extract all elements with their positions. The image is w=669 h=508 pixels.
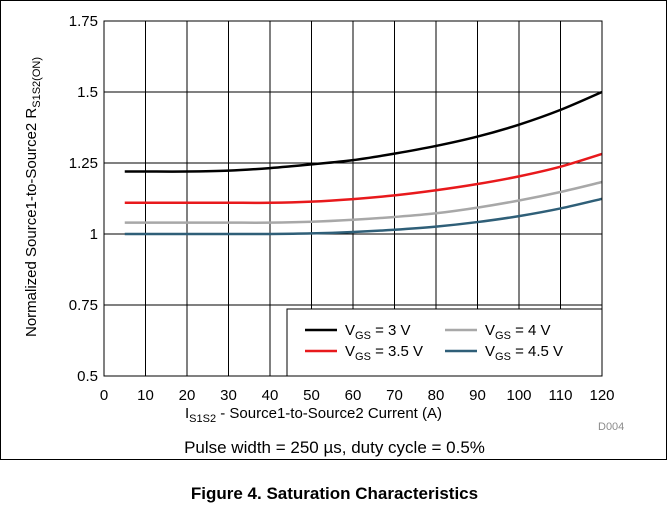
legend-entry: VGS = 3.5 V xyxy=(345,343,423,363)
x-tick-label: 60 xyxy=(345,387,362,404)
series-line xyxy=(124,152,603,205)
x-tick-label: 110 xyxy=(549,387,573,404)
x-tick-label: 30 xyxy=(220,387,237,404)
legend: VGS = 3 V VGS = 4 V VGS = 3.5 V VGS = 4.5 V xyxy=(286,308,603,377)
y-tick-label: 1.5 xyxy=(77,84,98,101)
chart-plot: 0 10 20 30 40 50 60 70 80 90 100 110 120 0.5 0.75 1 1.2… xyxy=(69,13,615,404)
x-axis-title: IS1S2 - Source1-to-Source2 Current (A) xyxy=(185,405,443,425)
legend-entry: VGS = 4.5 V xyxy=(485,343,563,363)
y-tick-label: 1.25 xyxy=(69,155,98,172)
series-line xyxy=(124,90,603,173)
x-tick-label: 90 xyxy=(469,387,486,404)
x-tick-label: 10 xyxy=(137,387,154,404)
x-tick-label: 80 xyxy=(428,387,445,404)
x-tick-label: 70 xyxy=(386,387,403,404)
legend-entry: VGS = 4 V xyxy=(485,322,551,342)
legend-box xyxy=(286,308,603,377)
x-tick-label: 100 xyxy=(506,387,531,404)
series-lines xyxy=(124,90,603,236)
y-tick-label: 1 xyxy=(90,226,98,243)
x-tick-label: 120 xyxy=(589,387,614,404)
x-tick-label: 20 xyxy=(179,387,196,404)
y-axis-title: Normalized Source1-to-Source2 RS1S2(ON) xyxy=(23,56,43,338)
legend-entry: VGS = 3 V xyxy=(345,322,411,342)
figure-code: D004 xyxy=(598,421,625,433)
x-tick-label: 0 xyxy=(100,387,108,404)
x-tick-labels: 0 10 20 30 40 50 60 70 80 90 100 110 120 xyxy=(100,387,615,404)
chart-frame: 0 10 20 30 40 50 60 70 80 90 100 110 120 0.5 0.75 1 1.2… xyxy=(0,0,667,460)
series-line xyxy=(124,180,603,224)
y-tick-label: 0.75 xyxy=(69,297,98,314)
test-condition-note: Pulse width = 250 µs, duty cycle = 0.5% xyxy=(184,438,485,457)
x-tick-label: 50 xyxy=(303,387,320,404)
y-tick-labels: 0.5 0.75 1 1.25 1.5 1.75 xyxy=(69,13,98,385)
x-tick-label: 40 xyxy=(262,387,279,404)
figure-caption: Figure 4. Saturation Characteristics xyxy=(190,484,479,503)
series-line xyxy=(124,197,603,236)
y-tick-label: 0.5 xyxy=(77,368,98,385)
y-tick-label: 1.75 xyxy=(69,13,98,30)
